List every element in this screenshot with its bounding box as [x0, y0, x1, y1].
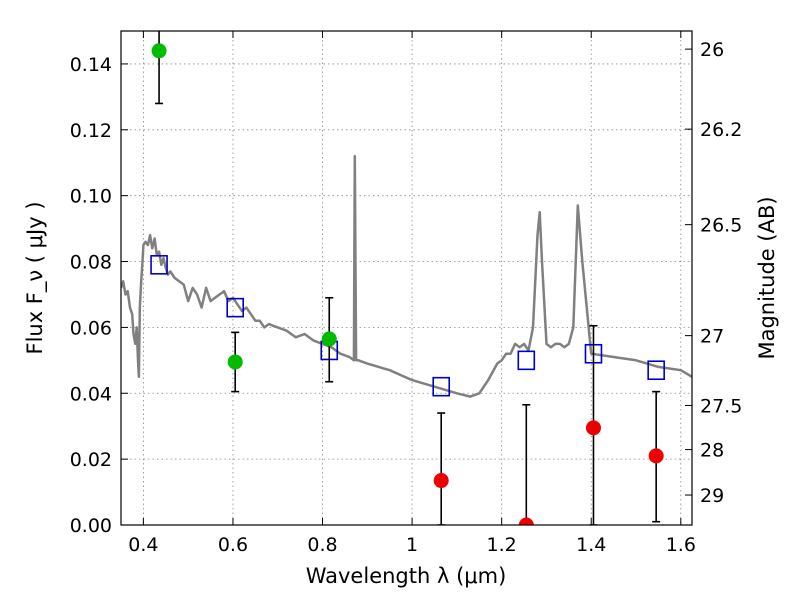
model-square-marker: [432, 376, 451, 397]
photometry-point: [648, 448, 664, 464]
y-tick-label: 0.10: [70, 186, 112, 208]
photometry-point: [433, 473, 449, 489]
x-axis-label: Wavelength λ (μm): [306, 564, 507, 588]
y-tick-label: 0.06: [70, 317, 112, 339]
model-square-marker: [647, 360, 665, 381]
plot-frame: [120, 30, 693, 526]
right-tick-label: 27.5: [700, 395, 742, 417]
y-tick-label: 0.02: [70, 449, 112, 471]
model-square-marker: [150, 255, 168, 275]
right-tick-label: 26.5: [700, 215, 742, 237]
plot-area: [121, 31, 692, 525]
x-tick-label: 1.4: [576, 534, 606, 556]
x-tick-label: 1: [406, 534, 418, 556]
y-axis-right-label: Magnitude (AB): [755, 196, 779, 359]
y-tick-label: 0.08: [70, 252, 112, 274]
x-tick-label: 1.6: [666, 534, 696, 556]
x-tick-label: 1.2: [487, 534, 517, 556]
photometry-point: [585, 420, 601, 436]
photometry-point: [321, 331, 337, 347]
right-tick-label: 28: [700, 440, 724, 462]
y-tick-label: 0.12: [70, 120, 112, 142]
photometry-point: [518, 517, 534, 525]
x-tick-label: 0.4: [128, 534, 158, 556]
y-tick-label: 0.00: [70, 515, 112, 537]
y-tick-label: 0.04: [70, 383, 112, 405]
right-tick-label: 26: [700, 39, 724, 61]
model-square-marker: [226, 297, 244, 318]
x-tick-label: 0.6: [218, 534, 248, 556]
x-tick-label: 0.8: [307, 534, 337, 556]
photometry-point: [151, 43, 167, 59]
axis-ticks: 0.4 0.6 0.8 1 1.2 1.4 1.6 0.00 0.02 0.04 0.06 0.08 0…: [70, 31, 742, 556]
right-tick-label: 27: [700, 326, 724, 348]
model-square-marker: [517, 350, 536, 371]
photometry-point: [227, 354, 243, 370]
right-tick-label: 29: [700, 485, 724, 507]
right-tick-label: 26.2: [700, 119, 742, 141]
y-axis-label: Flux F_ν ( μJy ): [23, 201, 48, 354]
sed-spectrum-line: [121, 154, 692, 398]
y-tick-label: 0.14: [70, 54, 112, 76]
